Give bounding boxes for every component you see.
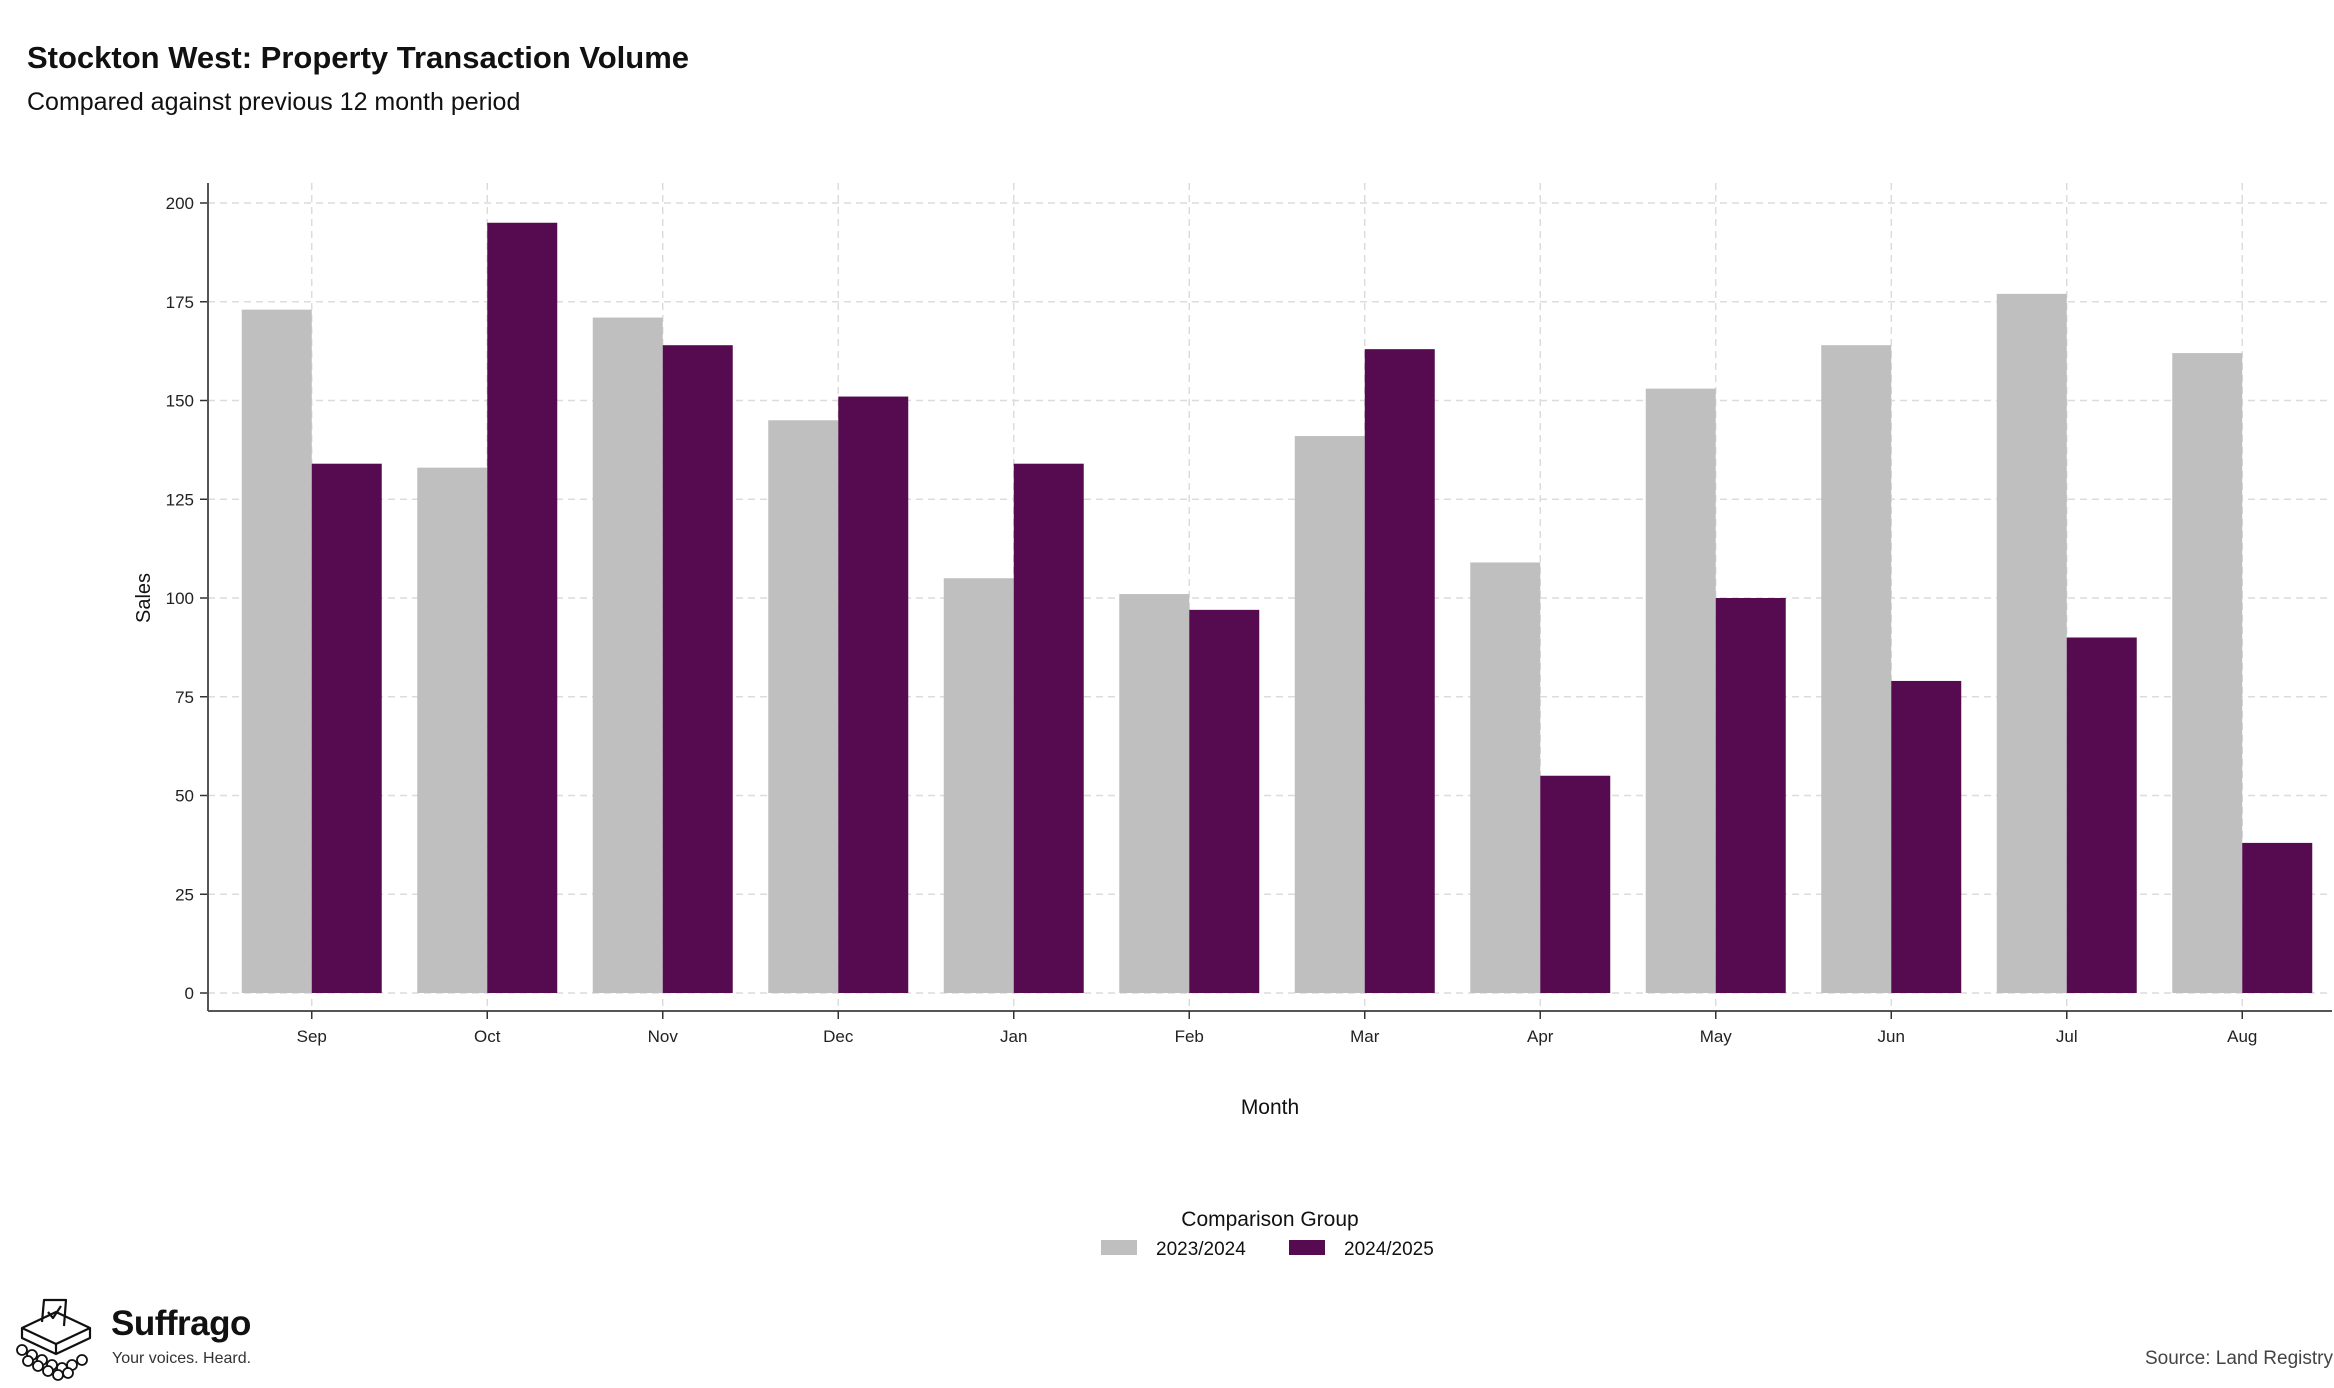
x-tick-label: May [1700,1027,1733,1046]
bar-2024-2025-oct [487,222,558,993]
bar-2024-2025-may [1715,598,1786,993]
legend-label-2024-2025: 2024/2025 [1344,1239,1434,1260]
bar-2024-2025-jun [1891,680,1962,993]
bar-2024-2025-jul [2066,637,2137,993]
y-tick-label: 50 [175,787,194,806]
bar-2023-2024-nov [592,317,663,993]
bar-2024-2025-dec [838,396,909,993]
bar-2023-2024-mar [1294,436,1365,993]
y-tick-label: 125 [166,490,194,509]
chart-subtitle: Compared against previous 12 month perio… [27,88,521,116]
brand-logo: Suffrago Your voices. Heard. [14,1296,314,1381]
bar-2023-2024-jul [1996,293,2067,994]
x-tick-label: Nov [648,1027,679,1046]
x-tick-label: Feb [1175,1027,1204,1046]
bar-2023-2024-sep [241,309,312,993]
x-tick-label: Apr [1527,1027,1554,1046]
bar-2023-2024-feb [1119,594,1190,993]
bar-2024-2025-nov [662,345,733,993]
y-axis-title: Sales [133,573,155,623]
bar-2024-2025-mar [1364,349,1435,993]
bar-2023-2024-jan [943,578,1014,993]
bar-2024-2025-aug [2242,842,2313,993]
bar-2024-2025-sep [311,463,382,993]
bar-2023-2024-aug [2172,353,2243,994]
legend-swatch-2023-2024 [1101,1240,1137,1255]
bar-2023-2024-oct [417,467,488,993]
bar-2023-2024-may [1645,388,1716,993]
y-tick-label: 150 [166,392,194,411]
bar-2024-2025-apr [1540,775,1611,993]
y-tick-label: 75 [175,688,194,707]
x-tick-label: Jan [1000,1027,1027,1046]
brand-name: Suffrago [111,1304,251,1343]
bar-2023-2024-jun [1821,345,1892,993]
legend-swatch-2024-2025 [1289,1240,1325,1255]
brand-tagline: Your voices. Heard. [112,1350,252,1367]
x-tick-label: Dec [823,1027,854,1046]
legend-label-2023-2024: 2023/2024 [1156,1239,1246,1260]
source-note: Source: Land Registry [2145,1348,2333,1369]
x-tick-label: Aug [2227,1027,2257,1046]
bar-2023-2024-apr [1470,562,1541,993]
x-tick-label: Mar [1350,1027,1380,1046]
x-axis-title: Month [1241,1096,1299,1119]
y-tick-label: 0 [185,984,194,1003]
bar-2023-2024-dec [768,420,839,993]
x-tick-label: Sep [297,1027,327,1046]
bar-2024-2025-feb [1189,609,1260,993]
legend-title: Comparison Group [1181,1208,1358,1231]
y-tick-label: 100 [166,589,194,608]
chart-title: Stockton West: Property Transaction Volu… [27,40,690,75]
ballot-box-icon [16,1298,92,1381]
x-tick-label: Oct [474,1027,501,1046]
y-tick-label: 175 [166,293,194,312]
bar-2024-2025-jan [1013,463,1084,993]
y-tick-label: 25 [175,885,194,904]
x-tick-label: Jun [1878,1027,1905,1046]
y-tick-label: 200 [166,194,194,213]
x-tick-label: Jul [2056,1027,2078,1046]
